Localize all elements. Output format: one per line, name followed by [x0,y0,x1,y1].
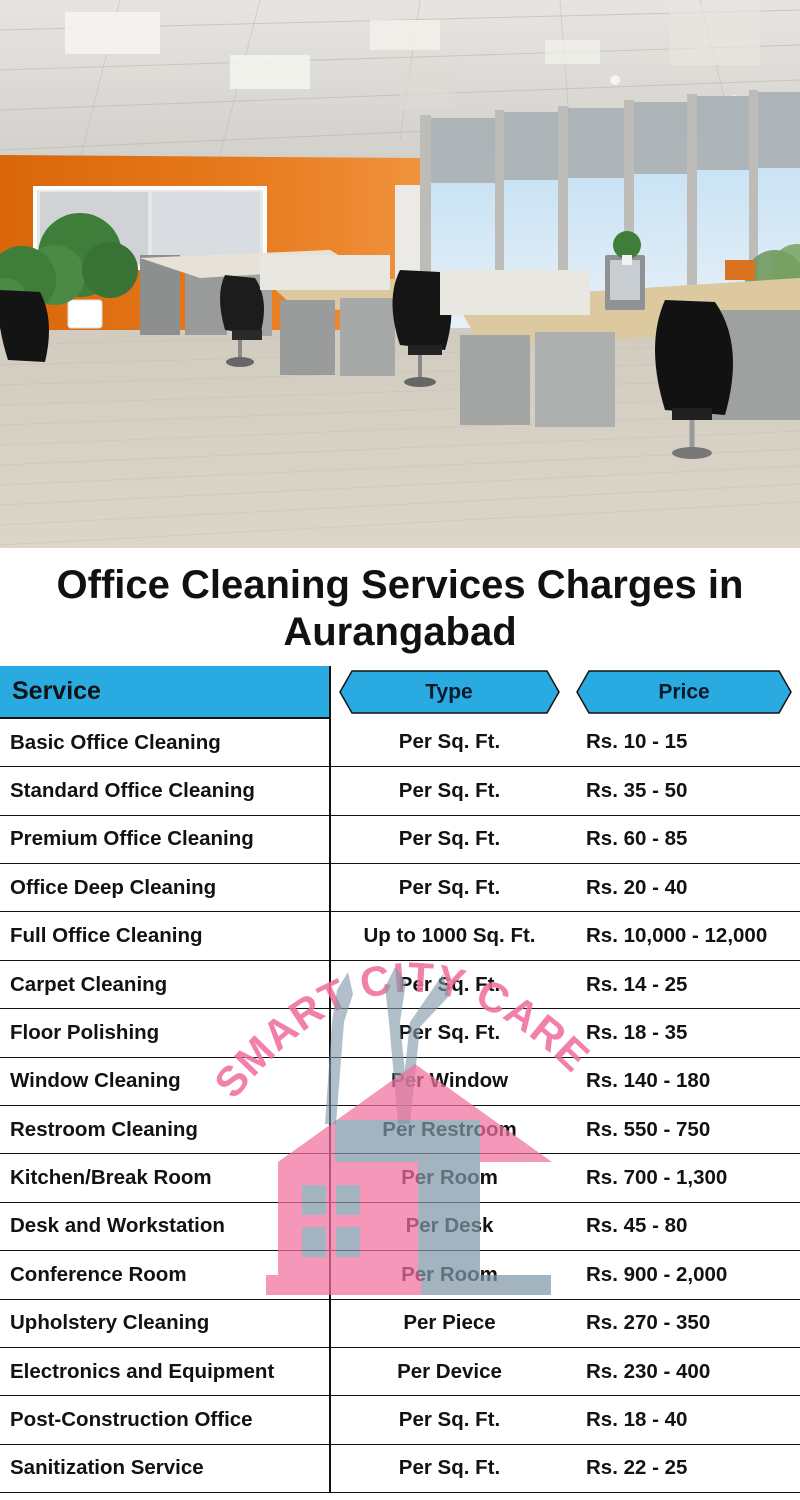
svg-text:Type: Type [425,681,472,704]
svg-text:Price: Price [658,681,709,704]
